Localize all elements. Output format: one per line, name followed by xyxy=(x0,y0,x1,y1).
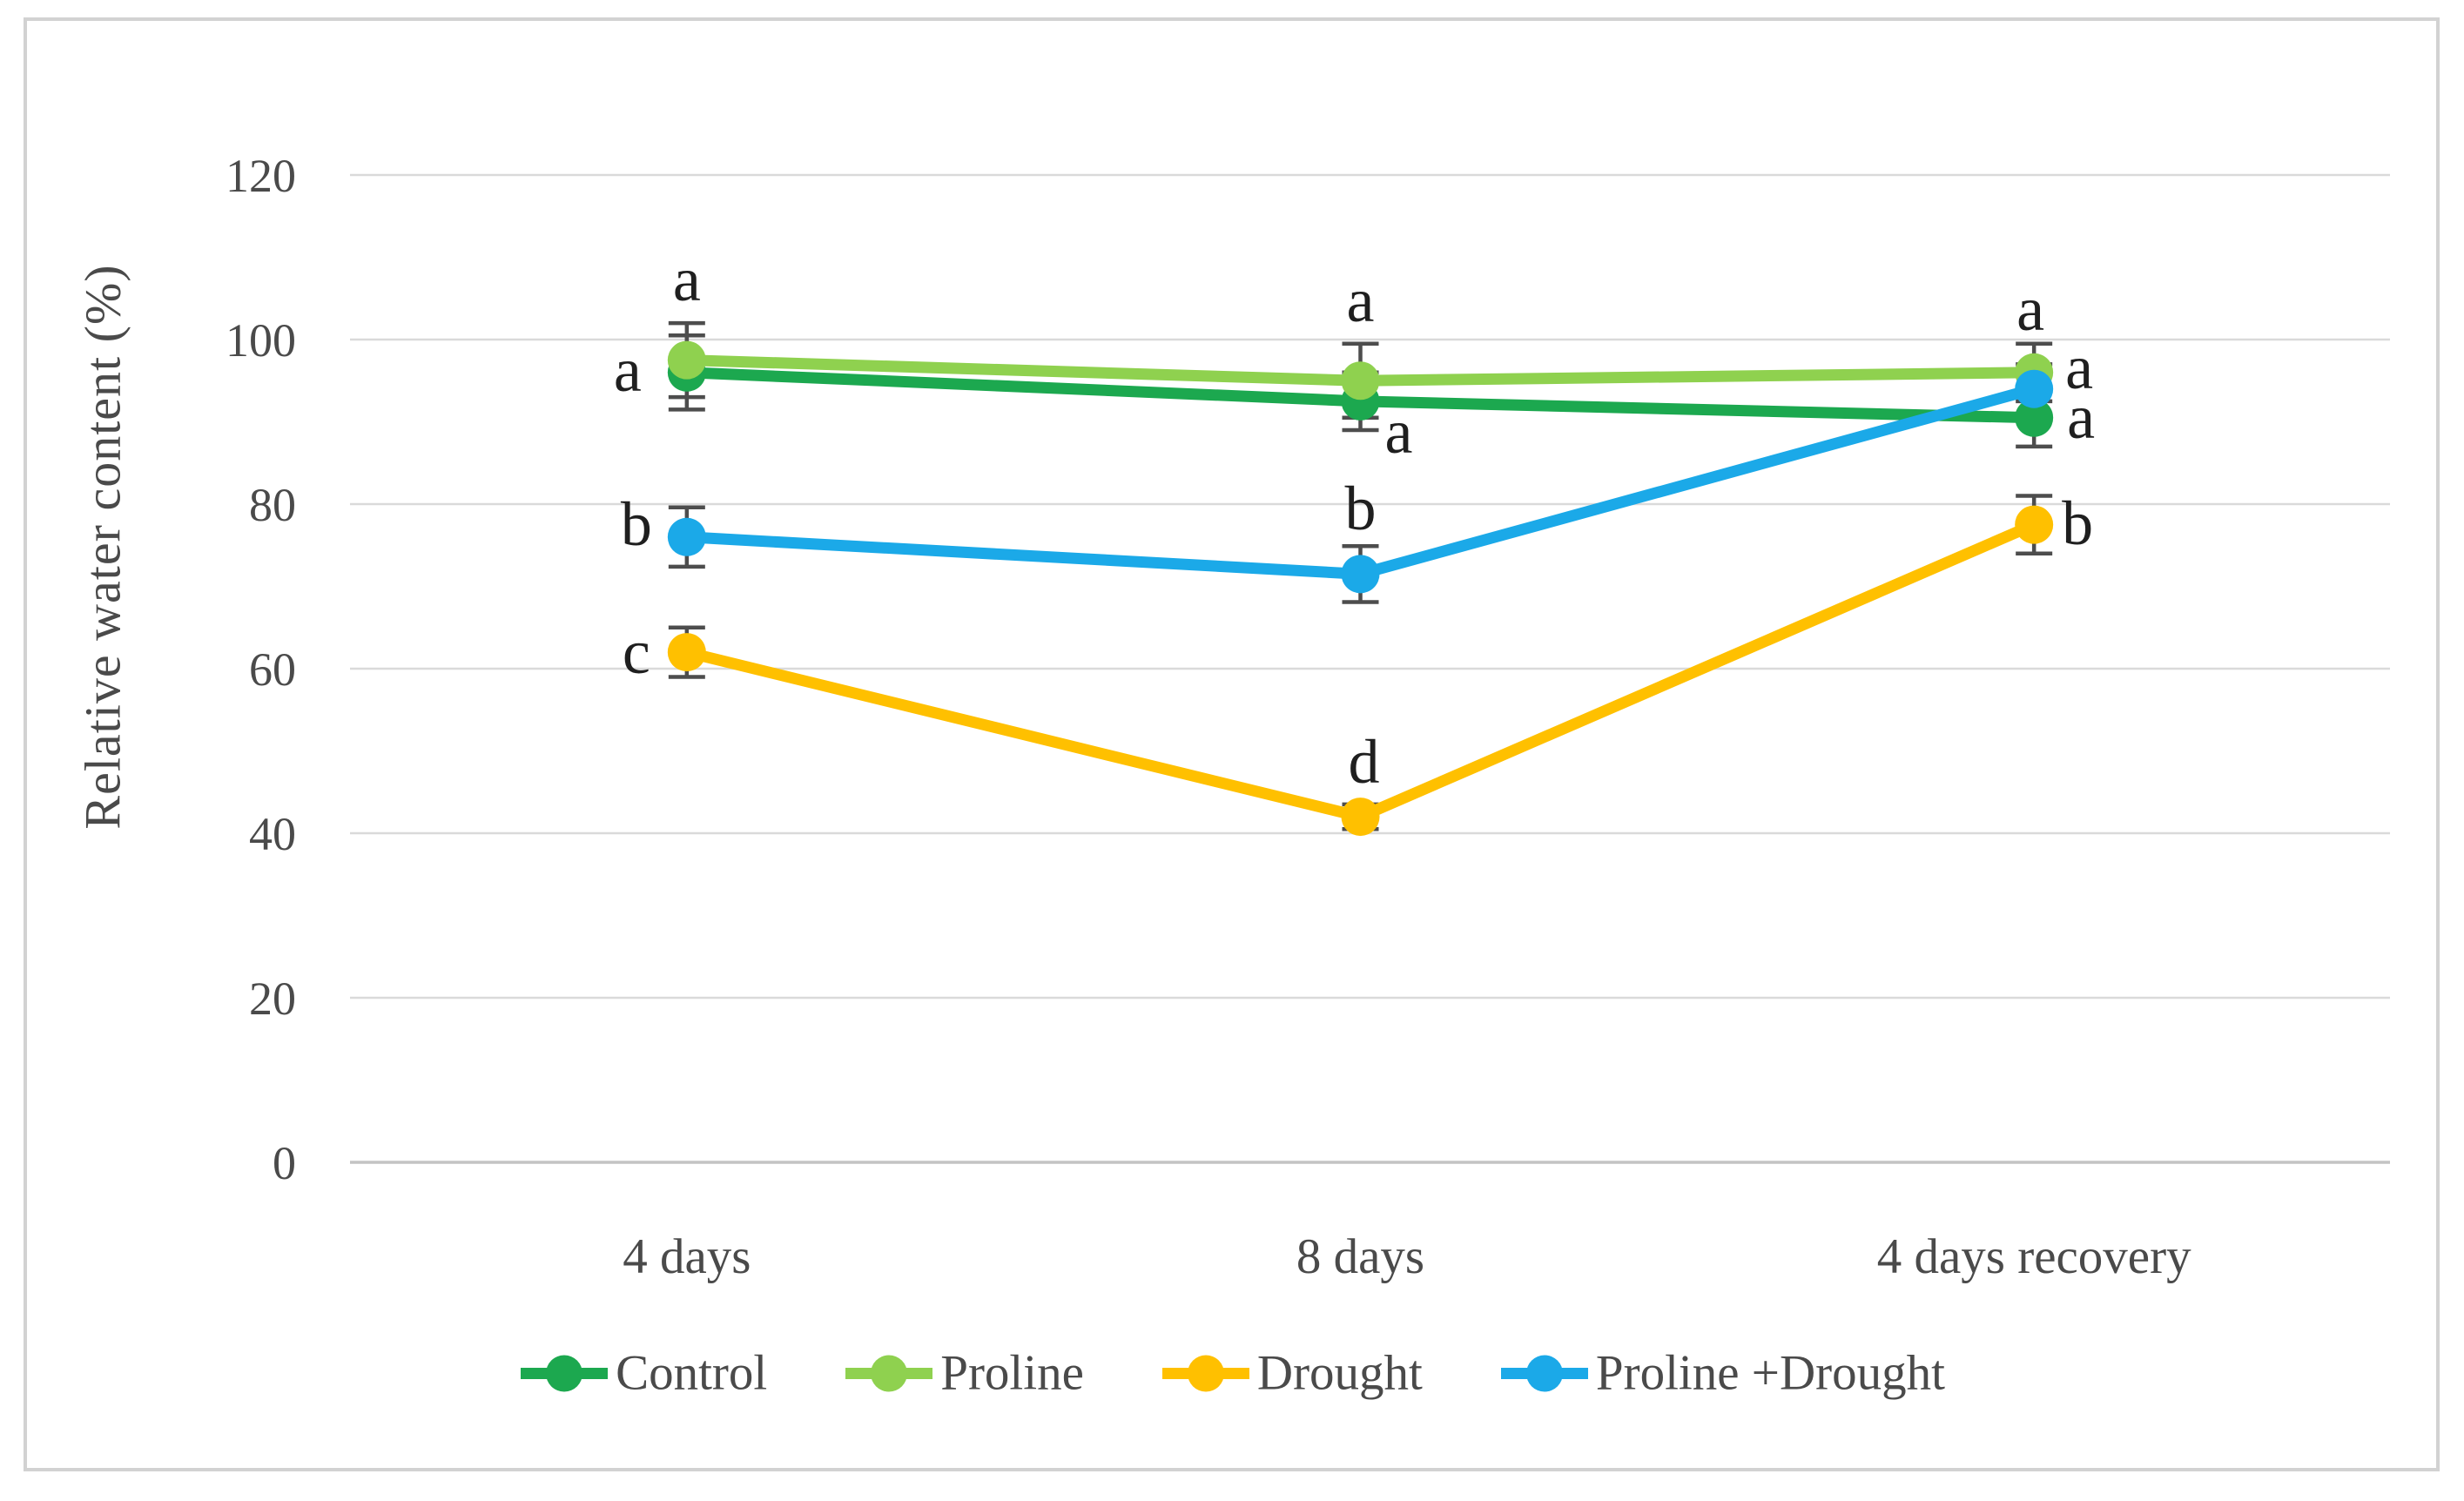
significance-letter: a xyxy=(1385,397,1413,467)
data-point-drought xyxy=(2015,505,2054,544)
significance-letter: a xyxy=(673,245,701,314)
legend-label: Proline xyxy=(940,1345,1084,1401)
y-tick-label: 0 xyxy=(273,1137,296,1189)
legend-label: Proline +Drought xyxy=(1595,1345,1945,1401)
legend-label: Drought xyxy=(1256,1345,1423,1401)
legend-item-proline: Proline xyxy=(844,1345,1084,1402)
y-tick-label: 80 xyxy=(249,479,296,531)
data-point-proline-drought xyxy=(2015,369,2054,408)
significance-letter: b xyxy=(621,489,652,559)
legend-item-drought: Drought xyxy=(1161,1345,1423,1402)
legend-marker-icon xyxy=(521,1355,609,1391)
legend-marker-icon xyxy=(845,1355,933,1391)
significance-letter: d xyxy=(1349,727,1380,797)
legend-marker-icon xyxy=(1161,1355,1249,1391)
x-category-label: 4 days recovery xyxy=(1877,1229,2191,1284)
y-tick-label: 20 xyxy=(249,973,296,1025)
data-point-proline xyxy=(667,340,706,380)
significance-letter: a xyxy=(614,335,642,405)
significance-letter: b xyxy=(2062,488,2093,558)
legend-label: Control xyxy=(616,1345,768,1401)
x-category-label: 4 days xyxy=(623,1229,751,1284)
data-point-control xyxy=(2015,398,2054,437)
legend-item-proline-drought: Proline +Drought xyxy=(1499,1345,1945,1402)
y-tick-label: 40 xyxy=(249,808,296,860)
data-point-proline-drought xyxy=(1341,555,1380,594)
significance-letter: a xyxy=(1347,266,1375,335)
figure-frame xyxy=(24,17,2440,1471)
legend-item-control: Control xyxy=(519,1345,767,1402)
legend: Control Proline Drought Proline +Drought xyxy=(0,1345,2464,1402)
significance-letter: a xyxy=(2016,274,2044,344)
significance-letter: a xyxy=(2065,333,2093,402)
y-tick-label: 120 xyxy=(226,150,296,202)
significance-letter: a xyxy=(2067,382,2095,452)
significance-letter: b xyxy=(1345,474,1377,543)
data-point-drought xyxy=(667,633,706,672)
y-tick-label: 100 xyxy=(226,314,296,367)
data-point-proline-drought xyxy=(667,517,706,556)
data-point-proline xyxy=(1341,361,1380,400)
legend-marker-icon xyxy=(1500,1355,1588,1391)
significance-letter: c xyxy=(623,617,650,687)
y-tick-label: 60 xyxy=(249,643,296,696)
data-point-drought xyxy=(1341,798,1380,837)
y-axis-title: Relative water content (%) xyxy=(74,264,131,830)
x-category-label: 8 days xyxy=(1296,1229,1424,1284)
